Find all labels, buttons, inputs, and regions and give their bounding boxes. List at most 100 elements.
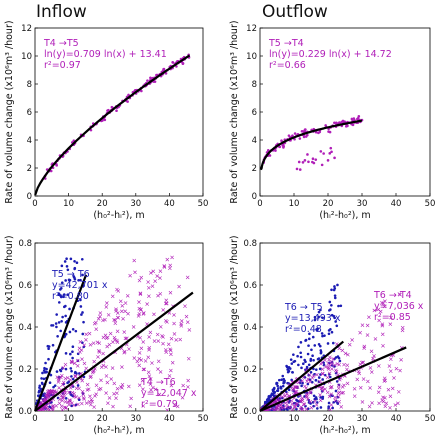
data-point [314,378,318,382]
data-point [153,387,158,392]
data-point [162,265,167,269]
data-point [301,402,306,406]
data-point [87,400,92,404]
x-tick-label: 10 [63,199,74,209]
data-point [127,93,130,97]
data-point [68,330,72,334]
data-point [365,323,370,328]
data-point [320,372,325,376]
data-point [280,139,283,143]
data-point [313,373,316,376]
data-point [138,292,143,297]
data-point [360,400,365,404]
data-point [293,132,297,135]
data-point [309,357,313,361]
data-point [71,327,75,331]
data-point [287,366,291,370]
data-point [277,407,282,411]
data-point [104,391,108,395]
data-point [89,374,93,379]
data-point [128,273,132,278]
data-point [167,374,172,378]
data-point [84,337,88,342]
data-point [57,385,61,390]
x-axis-label: (h₀²-hᵢ²), m [93,210,144,221]
data-point [300,366,303,370]
data-point [377,364,381,368]
data-point [109,377,114,381]
data-point [70,369,73,373]
data-point [289,358,293,361]
data-point [64,321,68,324]
data-point [324,365,328,369]
data-point [297,160,301,164]
data-point [341,390,346,395]
data-point [58,368,62,372]
x-tick-label: 20 [323,199,334,209]
data-point [308,390,313,395]
data-point [361,377,366,381]
data-point [309,405,314,410]
data-point [301,381,304,385]
y-tick-label: 0.2 [18,365,32,375]
data-point [337,399,342,404]
data-point [88,342,93,347]
data-point [136,314,141,318]
data-point [69,257,73,261]
y-tick-label: 0.6 [243,281,257,291]
data-point [55,325,58,329]
data-point [152,339,157,343]
data-point [149,76,152,80]
data-point [139,307,143,312]
data-point [319,386,324,390]
data-point [91,369,96,374]
data-point [310,348,313,352]
data-point [347,342,352,347]
data-point [82,361,87,366]
data-point [116,315,120,320]
data-point [277,378,281,382]
x-tick-label: 0 [32,199,37,209]
data-point [360,323,365,327]
data-point [365,333,370,337]
data-point [318,344,322,348]
y-tick-label: 0.2 [243,365,257,375]
data-point [168,348,173,353]
data-point [310,376,315,380]
data-point [288,405,292,410]
data-point [47,357,50,361]
x-tick-label: 50 [425,414,436,424]
data-point [65,265,69,268]
data-point [335,324,339,328]
data-point [316,407,319,410]
data-point [139,346,144,351]
data-point [380,323,385,328]
annotation-text: y=12,047 x [141,388,197,399]
data-point [329,146,333,150]
data-point [64,352,68,355]
data-point [372,354,376,358]
data-point [120,365,124,369]
data-point [60,373,64,378]
data-point [68,386,73,390]
data-point [266,148,270,152]
data-point [315,401,319,404]
data-point [124,336,129,341]
data-point [122,330,127,334]
data-point [337,356,341,360]
annotation-text: r²=0.85 [374,312,411,323]
data-point [56,376,61,381]
annotation-text: T4 →T6 [140,377,176,388]
data-point [350,117,354,121]
data-point [303,358,306,362]
y-tick-label: 0 [27,192,32,202]
data-point [141,340,146,344]
data-point [122,349,127,354]
x-tick-label: 40 [164,199,175,209]
data-point [381,301,386,305]
data-point [382,304,387,309]
data-point [376,390,381,395]
data-point [383,404,388,409]
x-axis-label: (hᵢ²-h₀²), m [319,210,370,221]
data-point [319,406,323,409]
